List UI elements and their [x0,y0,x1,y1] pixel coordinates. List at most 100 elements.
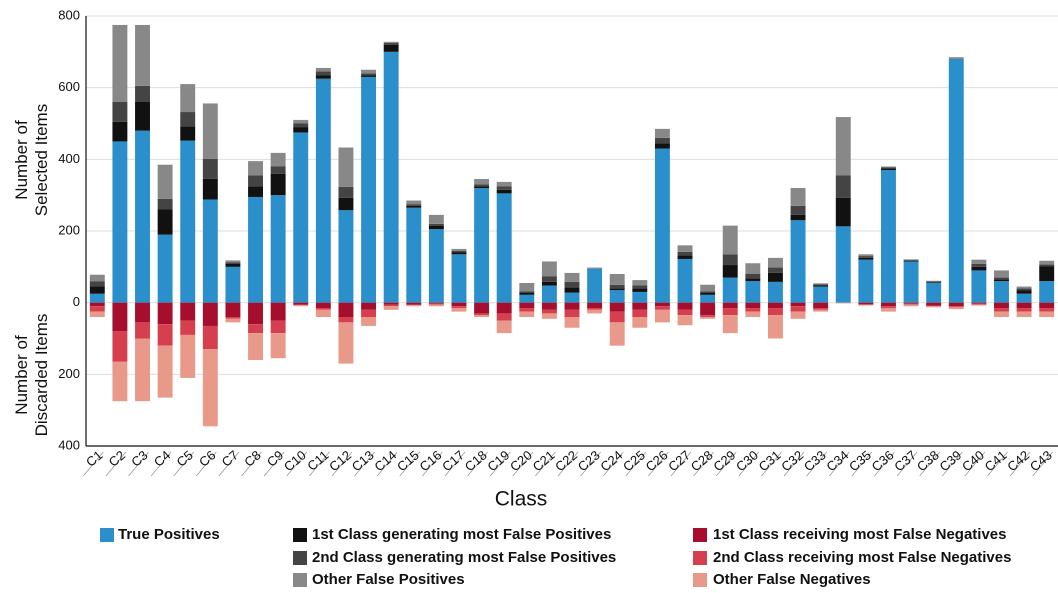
bar-segment [722,315,738,334]
bar-segment [564,317,580,328]
x-tick-line [512,451,534,477]
bar-segment [790,306,806,312]
bar-segment [700,292,716,295]
bar-segment [564,309,580,317]
bar-segment [881,166,896,168]
bar-segment [361,309,377,317]
bar-segment [700,315,716,317]
y-tick-label: 200 [58,366,80,381]
bar-segment [315,302,331,309]
bar-segment [225,302,241,317]
x-tick-line [761,451,782,477]
bar-segment [745,263,761,274]
bar-segment [858,256,874,258]
legend-swatch [293,551,307,565]
bar-segment [496,302,512,314]
bar-segment [89,274,105,282]
bar-segment [519,294,535,303]
bar-segment [994,311,1009,317]
bar-segment [971,270,987,303]
bar-segment [202,302,218,326]
bar-segment [225,317,241,319]
bar-segment [89,306,105,312]
bar-segment [202,349,218,427]
bar-segment [564,287,580,293]
bar-segment [135,302,150,323]
bar-segment [135,102,150,131]
bar-segment [722,225,738,255]
bar-segment [677,245,693,252]
bar-segment [745,278,761,282]
bar-segment [1016,302,1032,309]
bar-segment [248,333,263,360]
bar-segment [1039,311,1055,317]
bar-segment [881,308,896,312]
x-tick-line [467,451,488,477]
x-tick-line [828,451,850,477]
bar-segment [496,189,512,194]
bar-segment [994,270,1009,278]
bar-segment [157,198,173,210]
bar-segment [767,308,783,316]
bar-segment [112,331,128,362]
bar-segment [406,304,422,306]
x-tick-line [919,451,940,477]
bar-segment [248,324,263,334]
x-tick-line [331,451,353,477]
bar-segment [406,204,422,206]
bar-segment [112,102,128,122]
bar-segment [564,292,580,303]
y-tick-label: 0 [73,294,80,309]
legend-label: Other False Negatives [713,571,871,588]
bar-segment [361,75,377,77]
bar-segment [270,333,286,359]
y-tick-label: 200 [58,222,80,237]
bar-segment [767,302,783,309]
bar-segment [496,313,512,321]
bar-segment [926,306,942,308]
bar-segment [903,260,919,262]
bar-segment [428,304,444,307]
bar-segment [248,175,263,187]
bar-segment [225,262,241,264]
bar-segment [293,304,309,306]
bar-segment [948,302,964,307]
bar-segment [338,302,354,317]
bar-segment [654,143,670,149]
x-tick-label: C8 [241,447,263,469]
bar-segment [835,197,851,227]
bar-segment [383,41,399,43]
bar-segment [89,281,105,287]
bar-segment [180,84,196,113]
bar-segment [632,291,648,303]
bar-segment [428,214,444,224]
bar-segment [926,305,942,307]
legend-swatch [293,573,307,587]
bar-segment [383,306,399,310]
bar-segment [835,117,851,176]
bar-segment [745,281,761,303]
legend-label: 1st Class receiving most False Negatives [713,526,1006,543]
bar-segment [971,304,987,306]
bar-segment [474,188,490,303]
bar-segment [270,320,286,334]
x-tick-line [783,451,805,477]
x-tick-line [241,451,262,477]
x-tick-label: C7 [219,447,241,469]
x-tick-label: C6 [196,447,218,469]
x-tick-line [196,451,217,477]
bar-segment [903,302,919,304]
bar-segment [994,281,1009,303]
bar-segment [632,288,648,292]
x-tick-label: C3 [128,447,150,469]
bar-segment [270,302,286,321]
bar-segment [383,302,399,305]
bar-segment [157,209,173,235]
bar-segment [609,302,625,312]
x-tick-line [309,451,330,477]
bar-segment [926,281,942,283]
bar-segment [157,345,173,398]
bar-segment [202,199,218,303]
x-tick-line [263,451,285,477]
